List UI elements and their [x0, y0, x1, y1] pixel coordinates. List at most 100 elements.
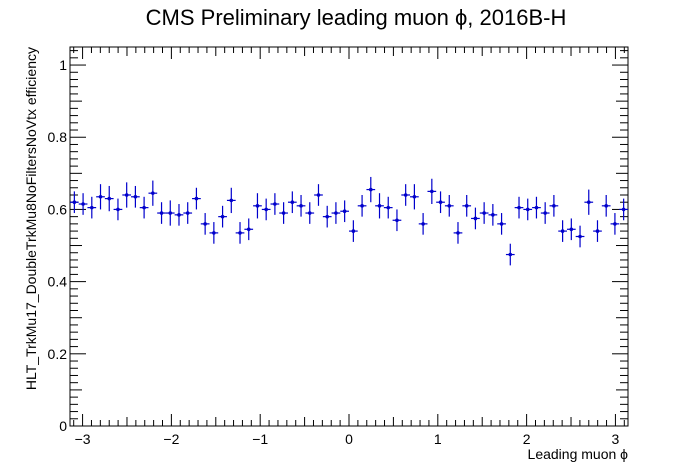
data-point — [383, 196, 393, 219]
data-point — [113, 198, 123, 221]
point-marker — [325, 214, 330, 219]
data-points — [70, 176, 628, 266]
data-point — [253, 193, 262, 219]
point-marker — [560, 229, 565, 233]
point-marker — [316, 193, 321, 197]
data-point — [505, 243, 515, 266]
data-point — [593, 220, 602, 242]
y-axis-label: HLT_TrkMu17_DoubleTrkMu8NoFiltersNoVtx e… — [23, 47, 39, 390]
point-marker — [534, 205, 539, 210]
point-marker — [72, 200, 77, 205]
point-marker — [142, 205, 146, 210]
data-point — [401, 184, 411, 206]
data-point — [78, 193, 88, 215]
point-marker — [525, 207, 530, 212]
axis-tick-labels: −3 −2 −1 0 1 2 3 0 0.2 0.4 0.6 0.8 1 — [48, 57, 620, 447]
data-point — [549, 194, 559, 217]
data-point — [165, 200, 175, 226]
data-point — [523, 198, 533, 221]
point-marker — [273, 202, 277, 206]
x-tick-label: −3 — [75, 431, 91, 447]
point-marker — [613, 222, 617, 226]
point-marker — [447, 204, 452, 208]
point-marker — [334, 211, 338, 215]
point-marker — [491, 213, 495, 217]
point-marker — [508, 252, 513, 257]
point-marker — [185, 211, 190, 215]
point-marker — [464, 204, 469, 208]
point-marker — [212, 231, 216, 235]
point-marker — [569, 227, 574, 232]
point-marker — [595, 229, 600, 233]
data-point — [139, 196, 149, 219]
point-marker — [578, 234, 582, 239]
y-tick-label: 0.2 — [48, 346, 68, 362]
data-point — [375, 193, 384, 219]
axis-ticks — [70, 47, 628, 427]
x-axis-label: Leading muon ϕ — [528, 446, 629, 462]
point-marker — [552, 204, 556, 208]
data-point — [235, 222, 245, 244]
x-tick-label: −2 — [163, 431, 179, 447]
point-marker — [90, 205, 94, 210]
point-marker — [499, 222, 504, 226]
data-point — [558, 220, 567, 242]
point-marker — [412, 194, 417, 199]
point-marker — [604, 204, 608, 208]
y-tick-label: 0.4 — [48, 274, 68, 290]
point-marker — [98, 194, 103, 199]
data-point — [314, 184, 323, 206]
plot-frame — [69, 46, 629, 427]
point-marker — [517, 205, 521, 210]
data-point — [287, 191, 297, 214]
data-point — [619, 198, 628, 221]
point-marker — [299, 204, 303, 208]
data-point — [122, 182, 132, 208]
data-point — [462, 194, 472, 217]
data-point — [497, 213, 506, 235]
point-marker — [246, 227, 251, 232]
data-point — [540, 202, 550, 224]
point-marker — [194, 196, 199, 201]
data-point — [453, 222, 463, 244]
y-tick-label: 0.6 — [48, 201, 68, 217]
data-point — [488, 204, 498, 226]
data-point — [296, 194, 306, 217]
data-point — [244, 218, 254, 241]
data-point — [436, 191, 445, 214]
point-marker — [543, 211, 547, 215]
data-point — [96, 184, 105, 210]
data-point — [183, 202, 193, 224]
data-point — [279, 202, 288, 224]
data-point — [192, 187, 201, 210]
y-tick-label: 0 — [59, 418, 67, 434]
data-point — [566, 218, 576, 241]
data-point — [610, 213, 620, 235]
data-point — [270, 193, 280, 215]
point-marker — [290, 200, 295, 205]
data-point — [410, 184, 419, 210]
point-marker — [116, 207, 120, 212]
data-point — [218, 205, 227, 228]
point-marker — [438, 200, 443, 205]
x-tick-label: 2 — [523, 431, 531, 447]
data-point — [104, 185, 114, 212]
data-point — [471, 207, 480, 230]
data-point — [514, 196, 524, 219]
data-point — [575, 225, 585, 248]
point-marker — [81, 202, 85, 206]
point-marker — [264, 207, 268, 212]
data-point — [366, 176, 376, 203]
point-marker — [307, 211, 312, 215]
data-point — [601, 194, 611, 217]
data-point — [305, 202, 315, 224]
point-marker — [351, 229, 356, 233]
point-marker — [203, 222, 207, 226]
data-point — [322, 205, 332, 228]
point-marker — [586, 200, 591, 205]
data-point — [87, 196, 97, 219]
point-marker — [403, 193, 408, 197]
point-marker — [395, 218, 399, 223]
data-point — [349, 220, 358, 242]
